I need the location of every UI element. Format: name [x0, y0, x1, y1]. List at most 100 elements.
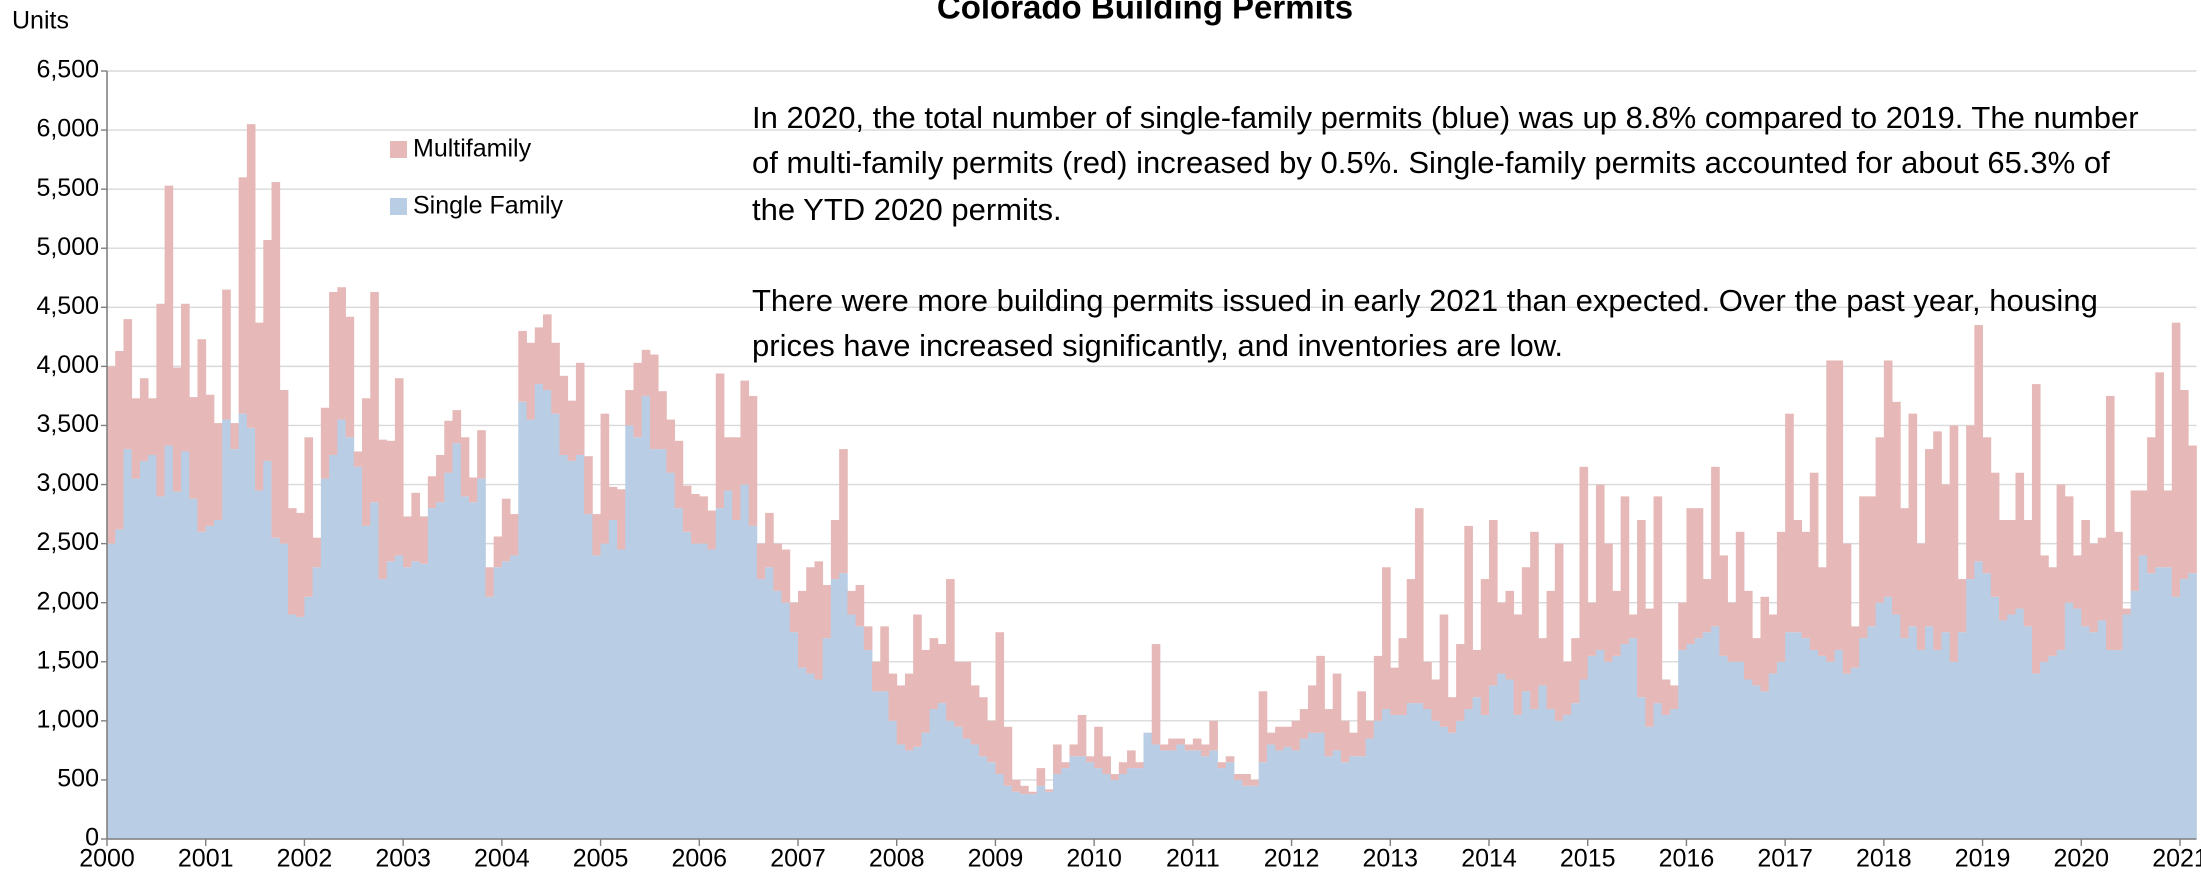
bar-segment	[1530, 531, 1539, 710]
y-tick-label: 1,000	[36, 705, 99, 733]
bar-segment	[2048, 655, 2058, 839]
bar-segment	[436, 502, 445, 839]
bar-segment	[2163, 490, 2173, 568]
bar-segment	[937, 703, 947, 839]
bar-segment	[452, 410, 462, 444]
bar-segment	[1637, 697, 1646, 839]
bar-segment	[2122, 614, 2132, 839]
bar-segment	[1085, 756, 1095, 763]
bar-segment	[863, 626, 873, 650]
bar-segment	[1390, 714, 1399, 839]
bar-segment	[600, 543, 610, 839]
bar-segment	[139, 378, 149, 461]
bar-segment	[1053, 774, 1062, 839]
bar-segment	[1308, 685, 1317, 733]
bar-segment	[625, 425, 634, 839]
bar-segment	[427, 476, 437, 509]
bar-segment	[1497, 602, 1506, 674]
bar-segment	[1513, 614, 1523, 715]
y-tick-label: 2,500	[36, 528, 99, 556]
bar-segment	[1900, 638, 1909, 839]
bar-segment	[2073, 555, 2082, 609]
bar-segment	[345, 316, 355, 438]
bar-segment	[1217, 768, 1227, 839]
bar-segment	[682, 531, 692, 839]
bar-segment	[1291, 750, 1301, 839]
bar-segment	[468, 502, 478, 839]
bar-segment	[2081, 626, 2090, 839]
bar-segment	[1209, 720, 1218, 751]
bar-segment	[765, 567, 774, 839]
bar-segment	[1727, 661, 1737, 839]
bar-segment	[287, 508, 297, 615]
bar-segment	[255, 490, 264, 839]
x-tick-label: 2005	[573, 845, 629, 873]
bar-segment	[189, 498, 198, 839]
bar-segment	[1793, 632, 1802, 839]
bar-segment	[1497, 673, 1506, 839]
annotation: of multi-family permits (red) increased …	[752, 145, 2110, 180]
bar-segment	[567, 400, 577, 461]
bar-segment	[246, 427, 256, 839]
bar-segment	[2056, 649, 2066, 839]
bar-segment	[1735, 661, 1745, 839]
bar-segment	[1694, 508, 1704, 639]
x-tick-label: 2020	[2053, 845, 2109, 873]
bar-segment	[1669, 685, 1679, 710]
bar-segment	[2023, 626, 2033, 839]
bar-segment	[1110, 774, 1120, 780]
bar-segment	[1275, 726, 1284, 751]
bar-segment	[1530, 709, 1539, 839]
bar-segment	[1192, 738, 1202, 751]
bar-segment	[830, 519, 840, 580]
bar-segment	[1826, 360, 1835, 662]
bar-segment	[2105, 395, 2115, 650]
bar-segment	[353, 451, 363, 467]
bar-segment	[773, 590, 782, 839]
bar-segment	[839, 449, 848, 574]
bar-segment	[674, 440, 684, 509]
bar-segment	[649, 449, 659, 839]
bar-segment	[1744, 679, 1753, 839]
bar-segment	[1694, 638, 1704, 839]
bar-segment	[732, 519, 741, 839]
bar-segment	[1801, 638, 1811, 839]
bar-segment	[1472, 697, 1482, 839]
bar-segment	[2105, 649, 2115, 839]
bar-segment	[954, 661, 963, 727]
bar-segment	[1324, 709, 1334, 757]
bar-segment	[222, 419, 231, 839]
bar-segment	[732, 437, 741, 520]
bar-segment	[1702, 632, 1712, 839]
bar-segment	[1357, 691, 1367, 757]
bar-segment	[378, 579, 388, 839]
bar-segment	[1316, 655, 1325, 733]
x-tick-label: 2006	[671, 845, 727, 873]
bar-segment	[756, 543, 766, 580]
bar-segment	[1768, 614, 1778, 674]
bar-segment	[1036, 785, 1046, 839]
bar-segment	[1266, 744, 1276, 839]
bar-segment	[855, 584, 865, 627]
bar-segment	[625, 390, 634, 426]
bar-segment	[1867, 496, 1877, 627]
bar-segment	[468, 477, 478, 503]
bar-segment	[1390, 667, 1399, 715]
bar-segment	[707, 549, 717, 839]
bar-segment	[1332, 750, 1342, 839]
bar-segment	[148, 455, 157, 839]
y-tick-label: 4,000	[36, 351, 99, 379]
legend: Multifamily Single Family	[390, 135, 564, 220]
bar-segment	[1892, 614, 1901, 839]
bar-segment	[1982, 573, 1992, 839]
bar-segment	[1472, 649, 1482, 698]
legend-swatch	[390, 141, 407, 158]
bar-segment	[394, 555, 404, 839]
bar-segment	[139, 460, 149, 839]
bar-segment	[830, 579, 840, 839]
bar-segment	[2007, 519, 2016, 615]
bar-segment	[1456, 720, 1465, 839]
bar-segment	[1168, 738, 1177, 751]
bar-segment	[1908, 626, 1918, 839]
bar-segment	[1431, 720, 1441, 839]
